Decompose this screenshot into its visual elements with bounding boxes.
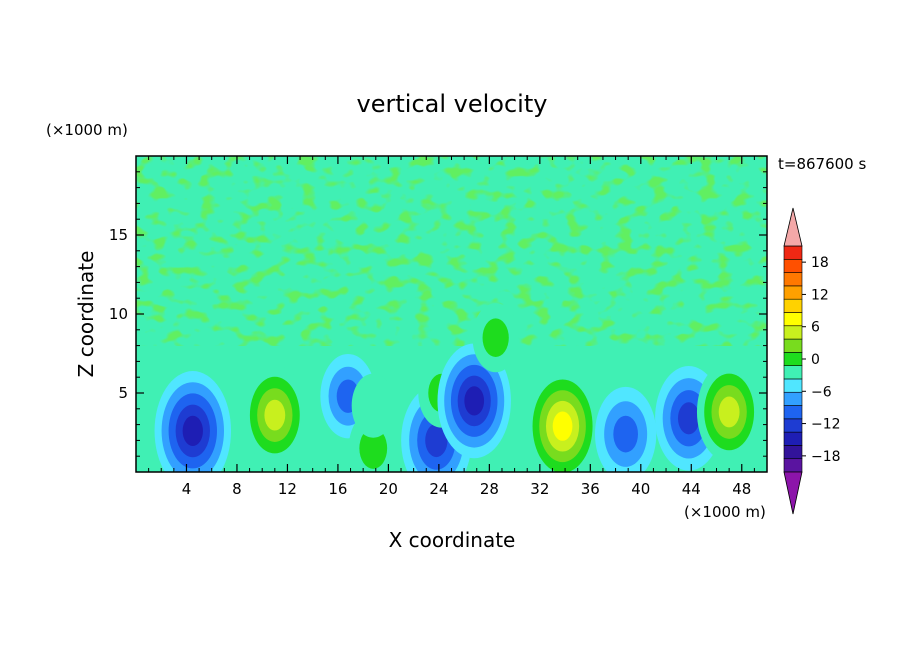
contour-level xyxy=(677,402,700,435)
colorbar: 18 12 6 0 −6 −12 −18 xyxy=(783,207,841,515)
x-tick-label: 32 xyxy=(530,480,549,498)
colorbar-segment xyxy=(783,325,803,340)
y-tick-label: 5 xyxy=(118,384,128,402)
colorbar-tick-label: 12 xyxy=(811,287,829,303)
colorbar-segment xyxy=(783,352,803,366)
x-tick-label: 44 xyxy=(682,480,701,498)
x-tick-label: 12 xyxy=(278,480,297,498)
contour-level xyxy=(359,427,388,469)
contour-level xyxy=(351,373,395,438)
downdraft-cell-0 xyxy=(154,371,232,472)
updraft-cell-12 xyxy=(696,362,762,462)
colorbar-segment xyxy=(783,285,803,300)
updraft-cell-8 xyxy=(472,303,519,373)
x-tick-label: 16 xyxy=(328,480,347,498)
colorbar-tick-label: 0 xyxy=(811,352,820,368)
colorbar-segment xyxy=(783,312,803,327)
colorbar-segment xyxy=(783,418,803,433)
colorbar-segment xyxy=(783,431,803,446)
contour-level xyxy=(718,396,740,428)
colorbar-tick-label: −18 xyxy=(811,449,841,465)
updraft-cell-4 xyxy=(351,373,395,438)
contour-level xyxy=(425,423,448,458)
colorbar-segment xyxy=(783,245,803,260)
colorbar-over-arrow xyxy=(783,207,803,247)
x-tick-label: 28 xyxy=(480,480,499,498)
downdraft-cell-7 xyxy=(437,343,511,459)
y-axis: 5 10 15 xyxy=(109,171,767,457)
colorbar-segment xyxy=(783,272,803,287)
colorbar-tick-label: −6 xyxy=(811,384,832,400)
contour-level xyxy=(613,415,638,453)
colorbar-tick-label: 6 xyxy=(811,320,820,336)
x-tick-label: 40 xyxy=(631,480,650,498)
y-units-label: (×1000 m) xyxy=(46,121,128,139)
contour-level xyxy=(552,411,573,441)
colorbar-segment xyxy=(783,378,803,393)
y-tick-label: 10 xyxy=(109,305,128,323)
x-tick-label: 4 xyxy=(182,480,192,498)
velocity-field xyxy=(154,303,762,472)
colorbar-tick-label: 18 xyxy=(811,255,829,271)
contour-level xyxy=(182,415,203,447)
x-tick-label: 24 xyxy=(429,480,448,498)
colorbar-segment xyxy=(783,298,803,313)
x-axis: 4 8 12 16 20 24 28 32 36 40 44 48 xyxy=(148,156,755,498)
colorbar-tick-label: −12 xyxy=(811,417,841,433)
updraft-cell-9 xyxy=(525,368,600,472)
time-label: t=867600 s xyxy=(778,155,866,173)
y-tick-label: 15 xyxy=(109,226,128,244)
updraft-cell-1 xyxy=(242,365,308,465)
x-tick-label: 48 xyxy=(732,480,751,498)
x-tick-label: 8 xyxy=(232,480,242,498)
colorbar-segment xyxy=(783,258,803,273)
contour-level xyxy=(482,318,509,357)
upper-weak-updraft-zone xyxy=(136,156,767,346)
x-units-label: (×1000 m) xyxy=(684,503,766,521)
colorbar-segment xyxy=(783,458,803,473)
colorbar-segment xyxy=(783,338,803,353)
colorbar-segment xyxy=(783,391,803,406)
chart-title: vertical velocity xyxy=(357,90,548,118)
x-tick-label: 36 xyxy=(581,480,600,498)
colorbar-segment xyxy=(783,365,803,380)
contour-level xyxy=(264,399,286,431)
colorbar-segment xyxy=(783,445,803,460)
x-axis-label: X coordinate xyxy=(389,528,516,552)
colorbar-under-arrow xyxy=(783,471,803,515)
colorbar-segment xyxy=(783,405,803,420)
downdraft-cell-10 xyxy=(594,386,657,472)
y-axis-label: Z coordinate xyxy=(74,251,98,378)
contour-level xyxy=(464,386,485,416)
x-tick-label: 20 xyxy=(379,480,398,498)
